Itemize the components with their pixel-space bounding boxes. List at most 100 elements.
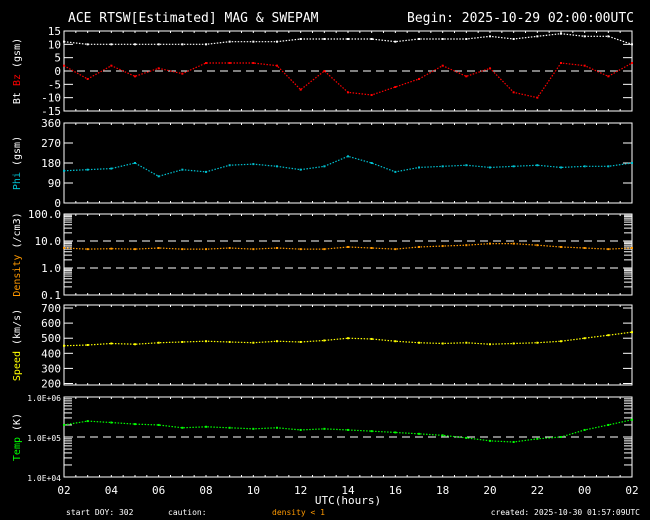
y-label-name: Density — [12, 255, 23, 297]
bz-data-point — [631, 62, 633, 64]
phi-data-point — [536, 164, 539, 167]
temp-data-point — [512, 440, 515, 443]
bt-data-point — [228, 40, 231, 43]
density-data-point — [418, 245, 420, 248]
temp-data-point — [560, 436, 562, 438]
y-tick-label: 15 — [48, 25, 61, 38]
phi-data-point — [63, 169, 65, 172]
speed-frame — [63, 304, 633, 386]
y-label-name: Speed — [12, 351, 23, 381]
y-tick-label: 1.0E+05 — [27, 434, 61, 443]
bt-data-point — [583, 35, 586, 38]
bz-data-point — [134, 75, 136, 78]
start-doy: start DOY: 302 — [66, 508, 134, 517]
y-tick-label: 200 — [41, 377, 61, 390]
x-tick-label: 02 — [625, 484, 638, 497]
temp-data-point — [394, 431, 397, 434]
density-data-point — [560, 245, 562, 248]
bt-data-point — [536, 35, 539, 38]
density-data-point — [110, 247, 113, 250]
density-frame — [63, 213, 633, 296]
bz-data-point — [157, 67, 160, 70]
y-tick-label: 10 — [48, 38, 61, 51]
density-data-point — [134, 248, 136, 251]
phi-data-point — [252, 163, 255, 166]
phi-data-point — [465, 164, 468, 167]
phi-data-point — [228, 164, 231, 167]
speed-panel: 700 600 500 400 300 200 Speed (km/s) — [12, 302, 633, 390]
y-tick-label: 10.0 — [35, 235, 62, 248]
x-tick-label: 20 — [483, 484, 496, 497]
temp-data-point — [157, 423, 160, 426]
bt-data-point — [323, 38, 326, 40]
temp-data-point — [370, 430, 373, 433]
bt-data-point — [86, 43, 89, 46]
bz-data-point — [276, 64, 278, 67]
bt-data-point — [607, 35, 610, 38]
speed-data-point — [63, 344, 65, 347]
bz-data-point — [441, 64, 444, 67]
bt-data-point — [631, 43, 633, 46]
phi-data-point — [370, 162, 373, 164]
y-tick-label: 1.0E+06 — [27, 394, 61, 403]
created-time: created: 2025-10-30 01:57:09UTC — [491, 508, 640, 517]
speed-data-point — [607, 334, 610, 337]
bt-data-point — [512, 38, 515, 40]
bt-data-point — [276, 40, 278, 43]
speed-data-point — [370, 337, 373, 340]
temp-data-point — [252, 427, 255, 430]
speed-data-point — [299, 340, 302, 343]
y-tick-label: -5 — [48, 78, 61, 91]
x-tick-label: 14 — [341, 484, 355, 497]
x-tick-label: 18 — [436, 484, 449, 497]
bz-data-point — [489, 67, 491, 70]
speed-data-point — [394, 340, 397, 343]
speed-data-point — [276, 340, 278, 343]
phi-frame — [63, 122, 633, 204]
density-data-point — [607, 248, 610, 251]
y-tick-label: 1.0 — [41, 262, 61, 275]
phi-data-point — [86, 168, 89, 171]
phi-data-point — [512, 165, 515, 168]
bz-data-point — [370, 94, 373, 96]
phi-data-point — [323, 165, 326, 168]
bt-data-point — [418, 38, 420, 40]
bz-data-point — [394, 86, 397, 88]
phi-data-point — [418, 166, 420, 169]
bt-data-point — [134, 43, 136, 46]
phi-data-point — [394, 170, 397, 173]
temp-data-point — [418, 432, 420, 435]
y-label-part: Bt — [12, 92, 23, 104]
x-tick-label: 08 — [199, 484, 212, 497]
density-data-point — [394, 248, 397, 251]
density-data-point — [347, 245, 349, 248]
y-label-unit: (km/s) — [12, 309, 23, 351]
density-data-point — [157, 247, 160, 250]
temp-data-point — [110, 421, 113, 424]
phi-data-point — [276, 165, 278, 168]
bt-data-point — [157, 43, 160, 46]
density-data-point — [512, 242, 515, 245]
y-tick-label: -10 — [41, 92, 61, 105]
y-label-unit: (/cm3) — [12, 212, 23, 254]
density-data-point — [441, 245, 444, 248]
x-tick-label: 06 — [152, 484, 165, 497]
phi-data-point — [347, 155, 349, 158]
temp-data-point — [276, 426, 278, 429]
phi-series-line — [63, 155, 633, 177]
bz-data-point — [512, 91, 515, 94]
speed-data-point — [560, 340, 562, 343]
temp-data-point — [205, 425, 207, 428]
y-tick-label: 300 — [41, 362, 61, 375]
bt-data-point — [489, 35, 491, 38]
y-tick-label: 0.1 — [41, 289, 61, 302]
bt-data-point — [394, 40, 397, 43]
speed-y-axis-label: Speed (km/s) — [12, 309, 23, 381]
density-data-point — [228, 247, 231, 250]
mag-y-axis-label: Bt Bz (gsm) — [12, 38, 23, 104]
y-label-part: Bz — [12, 74, 23, 92]
density-y-axis-label: Density (/cm3) — [12, 212, 23, 296]
y-tick-label: 270 — [41, 137, 61, 150]
